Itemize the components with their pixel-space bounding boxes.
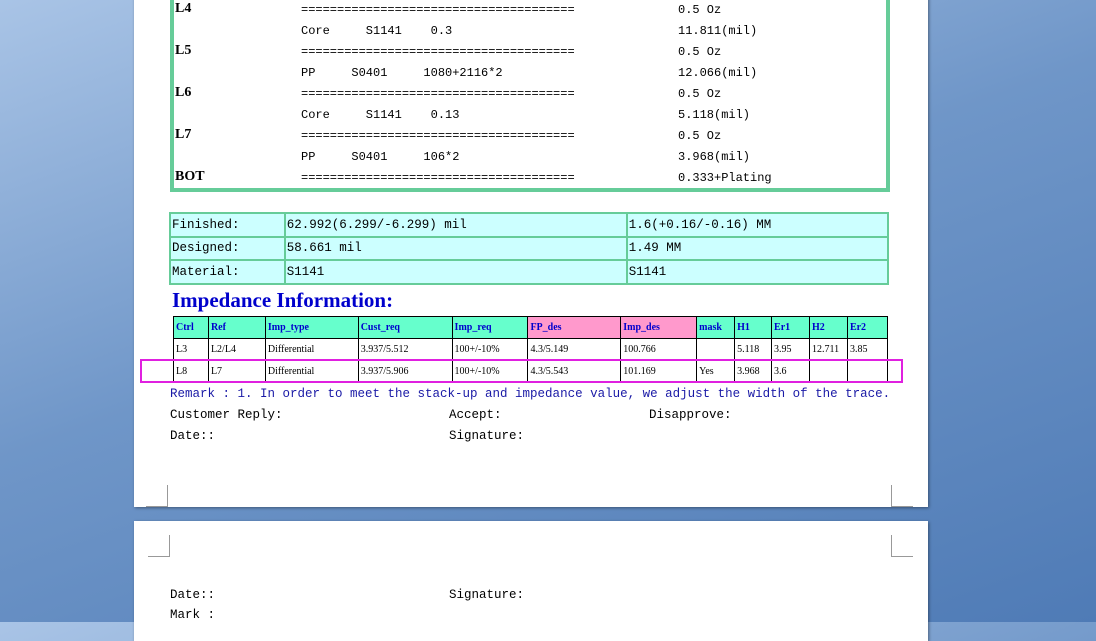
stackup-row: L6 ======================================… xyxy=(174,84,886,105)
layer-material: Core S1141 0.3 xyxy=(301,24,453,38)
info-cell: Material: xyxy=(169,259,286,285)
info-cell: 1.6(+0.16/-0.16) MM xyxy=(625,212,890,238)
info-row: Material: S1141 S1141 xyxy=(169,259,890,285)
impedance-cell[interactable]: 100+/-10% xyxy=(451,338,529,361)
info-cell: 62.992(6.299/-6.299) mil xyxy=(283,212,628,238)
impedance-cell[interactable] xyxy=(696,338,736,361)
stackup-row: L4 ======================================… xyxy=(174,0,886,21)
layer-thickness: 0.5 Oz xyxy=(678,87,722,101)
page2-mark-label: Mark : xyxy=(170,608,216,622)
impedance-cell[interactable]: 100.766 xyxy=(620,338,698,361)
impedance-header-cell: Er2 xyxy=(846,316,889,339)
impedance-header-cell: Imp_type xyxy=(264,316,359,339)
customer-reply-label: Customer Reply: xyxy=(170,408,283,422)
layer-thickness: 5.118(mil) xyxy=(678,108,751,122)
document-page-2[interactable]: Date:: Signature: Mark : xyxy=(134,521,928,641)
info-cell: Designed: xyxy=(169,235,286,261)
layer-label: L5 xyxy=(175,43,192,58)
impedance-heading: Impedance Information: xyxy=(172,288,394,312)
impedance-header-cell: FP_des xyxy=(527,316,622,339)
layer-label: L6 xyxy=(175,85,192,100)
page2-signature-label: Signature: xyxy=(449,588,525,602)
impedance-header-cell: H2 xyxy=(808,316,848,339)
layer-material: PP S0401 106*2 xyxy=(301,150,460,164)
document-page-1[interactable]: L4 ======================================… xyxy=(134,0,928,507)
impedance-cell[interactable]: 5.118 xyxy=(734,338,773,361)
layer-label: L7 xyxy=(175,127,192,142)
layer-thickness: 0.5 Oz xyxy=(678,129,722,143)
impedance-cell[interactable]: 3.937/5.512 xyxy=(357,338,453,361)
margin-corner-mark xyxy=(891,485,913,507)
impedance-cell[interactable]: 3.968 xyxy=(734,360,773,383)
signature-label: Signature: xyxy=(449,429,525,443)
info-cell: 1.49 MM xyxy=(625,235,890,261)
impedance-header-cell: Ctrl xyxy=(173,316,209,339)
stackup-box: L4 ======================================… xyxy=(170,0,890,192)
impedance-cell[interactable]: 3.85 xyxy=(846,338,889,361)
impedance-header-cell: Imp_req xyxy=(451,316,529,339)
layer-thickness: 3.968(mil) xyxy=(678,150,751,164)
impedance-header-cell: Cust_req xyxy=(357,316,453,339)
impedance-header-cell: Ref xyxy=(207,316,266,339)
stackup-row: PP S0401 106*2 3.968(mil) xyxy=(174,147,886,168)
impedance-cell[interactable]: L3 xyxy=(173,338,209,361)
info-cell: Finished: xyxy=(169,212,286,238)
layer-material: ====================================== xyxy=(301,87,575,101)
impedance-cell[interactable]: 12.711 xyxy=(808,338,848,361)
impedance-row[interactable]: L3 L2/L4 Differential 3.937/5.512 100+/-10% 4… xyxy=(173,338,889,361)
page2-date-label: Date:: xyxy=(170,588,216,602)
layer-thickness: 0.5 Oz xyxy=(678,3,722,17)
layer-material: PP S0401 1080+2116*2 xyxy=(301,66,503,80)
margin-corner-mark xyxy=(146,485,168,507)
info-cell: S1141 xyxy=(625,259,890,285)
layer-material: Core S1141 0.13 xyxy=(301,108,460,122)
stackup-row: L7 ======================================… xyxy=(174,126,886,147)
layer-label: BOT xyxy=(175,169,205,184)
layer-material: ====================================== xyxy=(301,171,575,185)
remark-text: Remark : 1. In order to meet the stack-u… xyxy=(170,387,891,401)
stackup-row: PP S0401 1080+2116*2 12.066(mil) xyxy=(174,63,886,84)
impedance-table: Ctrl Ref Imp_type Cust_req Imp_req FP_des Imp_… xyxy=(173,316,889,383)
stackup-row: Core S1141 0.13 5.118(mil) xyxy=(174,105,886,126)
thickness-info-table: Finished: 62.992(6.299/-6.299) mil 1.6(+0.… xyxy=(169,212,890,285)
info-row: Finished: 62.992(6.299/-6.299) mil 1.6(+0.… xyxy=(169,212,890,238)
impedance-cell[interactable]: Differential xyxy=(264,338,359,361)
layer-label: L4 xyxy=(175,1,192,16)
stackup-row: Core S1141 0.3 11.811(mil) xyxy=(174,21,886,42)
impedance-cell[interactable]: 4.3/5.149 xyxy=(527,338,622,361)
layer-thickness: 0.333+Plating xyxy=(678,171,772,185)
margin-corner-mark xyxy=(148,535,170,557)
impedance-header-cell: Er1 xyxy=(771,316,810,339)
info-cell: S1141 xyxy=(283,259,628,285)
layer-material: ====================================== xyxy=(301,45,575,59)
layer-thickness: 12.066(mil) xyxy=(678,66,758,80)
impedance-cell[interactable]: 3.95 xyxy=(771,338,810,361)
selected-row-highlight xyxy=(140,359,903,383)
disapprove-label: Disapprove: xyxy=(649,408,732,422)
info-cell: 58.661 mil xyxy=(283,235,628,261)
stackup-row: BOT =====================================… xyxy=(174,168,886,189)
impedance-header-cell: mask xyxy=(696,316,736,339)
impedance-header-cell: H1 xyxy=(734,316,773,339)
date-label: Date:: xyxy=(170,429,216,443)
layer-material: ====================================== xyxy=(301,3,575,17)
info-row: Designed: 58.661 mil 1.49 MM xyxy=(169,235,890,261)
impedance-header-cell: Imp_des xyxy=(620,316,698,339)
layer-thickness: 11.811(mil) xyxy=(678,24,758,38)
margin-corner-mark xyxy=(891,535,913,557)
impedance-cell[interactable]: L2/L4 xyxy=(207,338,266,361)
accept-label: Accept: xyxy=(449,408,502,422)
stackup-row: L5 ======================================… xyxy=(174,42,886,63)
impedance-row[interactable]: L8 L7 Differential 3.937/5.906 100+/-10% 4.3/… xyxy=(173,360,889,383)
layer-material: ====================================== xyxy=(301,129,575,143)
layer-thickness: 0.5 Oz xyxy=(678,45,722,59)
